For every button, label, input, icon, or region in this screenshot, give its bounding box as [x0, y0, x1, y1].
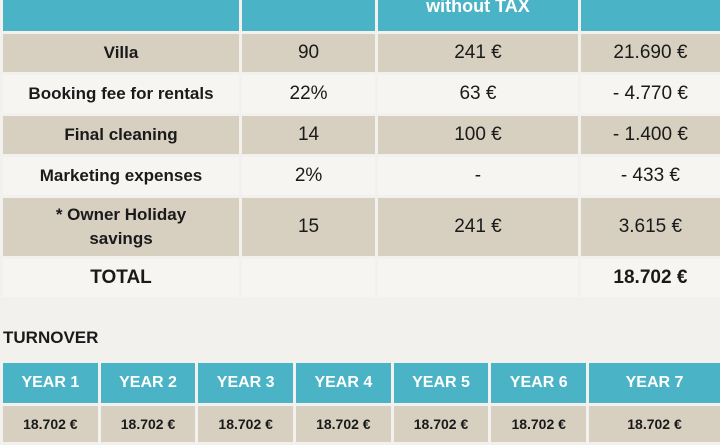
row-price: 241 € — [378, 34, 578, 72]
row-price: 241 € — [378, 198, 578, 256]
row-total: - 4.770 € — [580, 75, 720, 113]
row-qty: 22% — [242, 75, 376, 113]
row-total: - 1.400 € — [580, 116, 720, 154]
years-values-row: 18.702 € 18.702 € 18.702 € 18.702 € 18.7… — [3, 406, 720, 442]
table-row: Marketing expenses 2% - - 433 € — [3, 157, 720, 195]
row-price: 63 € — [378, 75, 578, 113]
row-total: 3.615 € — [580, 198, 720, 256]
header-cell-4 — [580, 0, 720, 31]
table-row: Booking fee for rentals 22% 63 € - 4.770… — [3, 75, 720, 113]
table-row: Villa 90 241 € 21.690 € — [3, 34, 720, 72]
header-cell-1 — [3, 0, 239, 31]
total-empty-2 — [378, 259, 578, 297]
total-label: TOTAL — [3, 259, 239, 297]
header-without-tax: without TAX — [426, 0, 530, 16]
row-qty: 2% — [242, 157, 376, 195]
header-cell-2 — [242, 0, 376, 31]
turnover-title: TURNOVER — [3, 328, 99, 347]
total-value: 18.702 € — [580, 259, 720, 297]
year-value: 18.702 € — [296, 406, 391, 442]
row-label-booking-fee: Booking fee for rentals — [3, 75, 239, 113]
header-cell-price: without TAX — [378, 0, 578, 31]
years-header-row: YEAR 1 YEAR 2 YEAR 3 YEAR 4 YEAR 5 YEAR … — [3, 363, 720, 403]
year-header: YEAR 4 — [296, 363, 391, 403]
rental-income-table: without TAX Villa 90 241 € 21.690 € Book… — [3, 0, 720, 297]
year-header: YEAR 6 — [491, 363, 587, 403]
turnover-table: YEAR 1 YEAR 2 YEAR 3 YEAR 4 YEAR 5 YEAR … — [0, 360, 720, 445]
year-value: 18.702 € — [589, 406, 720, 442]
row-label-villa: Villa — [3, 34, 239, 72]
row-total: - 433 € — [580, 157, 720, 195]
year-value: 18.702 € — [393, 406, 489, 442]
year-value: 18.702 € — [491, 406, 587, 442]
table-row: * Owner Holiday savings 15 241 € 3.615 € — [3, 198, 720, 256]
year-header: YEAR 7 — [589, 363, 720, 403]
total-row: TOTAL 18.702 € — [3, 259, 720, 297]
table-header-row: without TAX — [3, 0, 720, 31]
year-value: 18.702 € — [198, 406, 294, 442]
row-label-marketing: Marketing expenses — [3, 157, 239, 195]
year-value: 18.702 € — [100, 406, 196, 442]
table-row: Final cleaning 14 100 € - 1.400 € — [3, 116, 720, 154]
row-qty: 14 — [242, 116, 376, 154]
year-header: YEAR 3 — [198, 363, 294, 403]
row-label-final-cleaning: Final cleaning — [3, 116, 239, 154]
year-header: YEAR 5 — [393, 363, 489, 403]
row-qty: 90 — [242, 34, 376, 72]
year-header: YEAR 2 — [100, 363, 196, 403]
row-price: 100 € — [378, 116, 578, 154]
row-total: 21.690 € — [580, 34, 720, 72]
row-qty: 15 — [242, 198, 376, 256]
total-empty-1 — [242, 259, 376, 297]
year-header: YEAR 1 — [3, 363, 98, 403]
row-price: - — [378, 157, 578, 195]
year-value: 18.702 € — [3, 406, 98, 442]
row-label-owner-holiday: * Owner Holiday savings — [3, 198, 239, 256]
